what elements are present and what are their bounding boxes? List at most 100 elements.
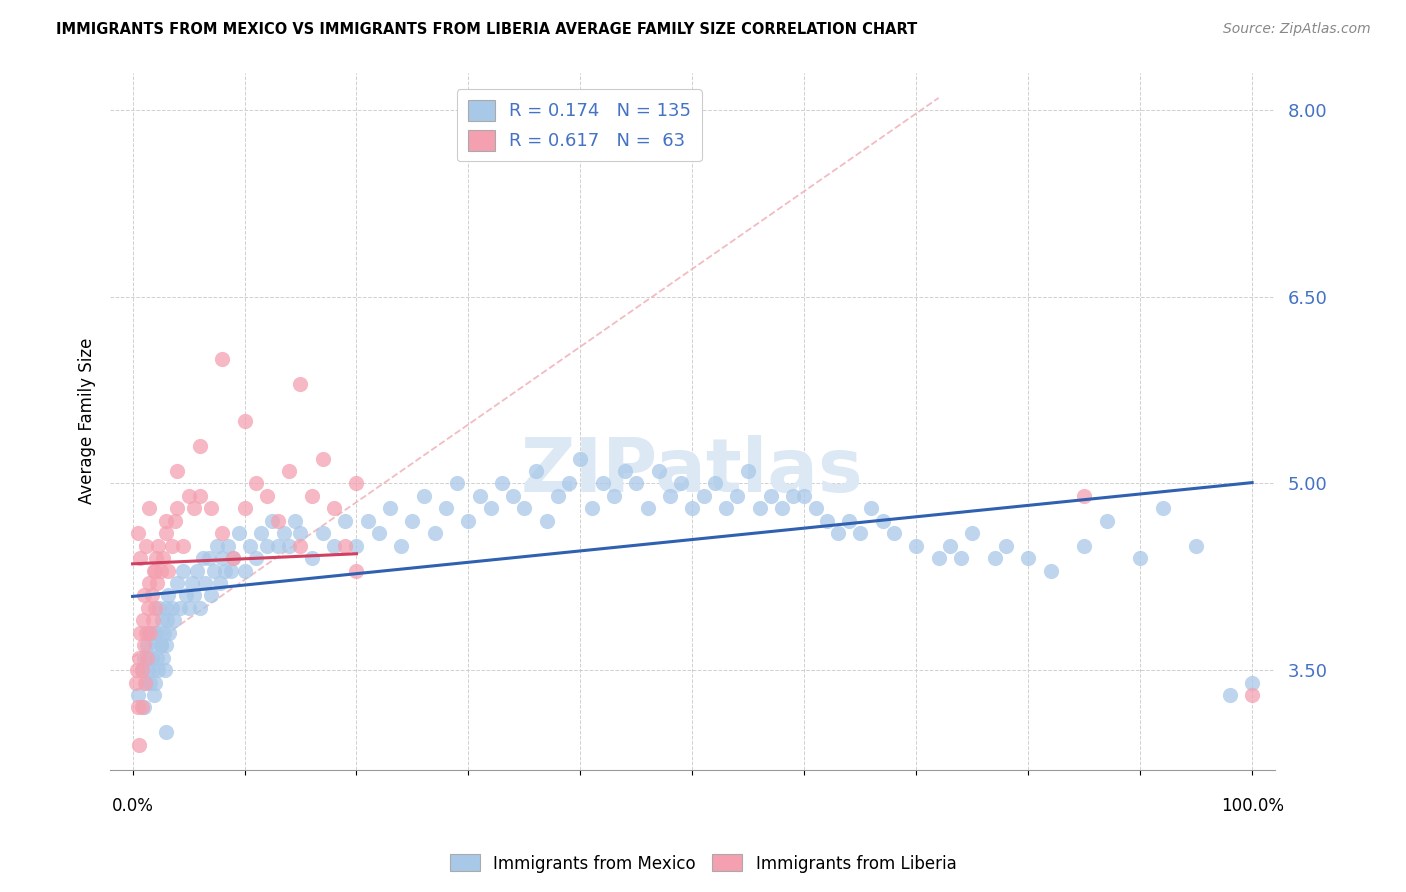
Point: [725, 489, 748, 503]
Point: [136, 663, 159, 677]
Text: 100.0%: 100.0%: [1220, 797, 1284, 815]
Point: [202, 564, 225, 578]
Point: [160, 600, 183, 615]
Point: [367, 526, 389, 541]
Point: [614, 464, 637, 478]
Point: [1152, 501, 1174, 516]
Point: [143, 625, 166, 640]
Point: [692, 489, 714, 503]
Point: [157, 589, 180, 603]
Point: [335, 514, 357, 528]
Point: [883, 526, 905, 541]
Point: [581, 501, 603, 516]
Point: [658, 489, 681, 503]
Point: [290, 376, 312, 391]
Point: [155, 638, 177, 652]
Point: [256, 539, 278, 553]
Point: [1095, 514, 1118, 528]
Point: [648, 464, 671, 478]
Point: [127, 700, 149, 714]
Point: [153, 663, 176, 677]
Point: [939, 539, 962, 553]
Point: [139, 625, 162, 640]
Point: [278, 539, 301, 553]
Point: [135, 625, 157, 640]
Point: [149, 638, 172, 652]
Point: [143, 638, 166, 652]
Point: [191, 551, 214, 566]
Point: [208, 576, 231, 591]
Point: [312, 526, 335, 541]
Point: [134, 675, 156, 690]
Point: [737, 464, 759, 478]
Point: [233, 501, 256, 516]
Point: [703, 476, 725, 491]
Point: [256, 489, 278, 503]
Point: [1241, 675, 1264, 690]
Point: [148, 600, 170, 615]
Point: [278, 464, 301, 478]
Point: [132, 700, 155, 714]
Point: [197, 551, 219, 566]
Point: [138, 501, 160, 516]
Point: [150, 613, 173, 627]
Point: [194, 576, 217, 591]
Point: [1241, 688, 1264, 702]
Point: [142, 688, 165, 702]
Point: [177, 489, 200, 503]
Point: [301, 551, 323, 566]
Point: [1185, 539, 1208, 553]
Point: [143, 675, 166, 690]
Point: [128, 650, 150, 665]
Point: [312, 451, 335, 466]
Point: [457, 514, 479, 528]
Point: [389, 539, 412, 553]
Point: [284, 514, 307, 528]
Point: [290, 539, 312, 553]
Point: [827, 526, 849, 541]
Point: [136, 638, 159, 652]
Point: [468, 489, 491, 503]
Point: [233, 414, 256, 428]
Point: [401, 514, 423, 528]
Point: [125, 675, 148, 690]
Point: [183, 501, 205, 516]
Point: [153, 625, 176, 640]
Point: [626, 476, 648, 491]
Point: [152, 551, 174, 566]
Point: [145, 551, 167, 566]
Point: [155, 600, 177, 615]
Point: [143, 564, 166, 578]
Point: [928, 551, 950, 566]
Point: [188, 439, 211, 453]
Point: [166, 576, 188, 591]
Point: [1073, 489, 1095, 503]
Point: [994, 539, 1017, 553]
Point: [346, 539, 368, 553]
Point: [163, 613, 186, 627]
Text: IMMIGRANTS FROM MEXICO VS IMMIGRANTS FROM LIBERIA AVERAGE FAMILY SIZE CORRELATIO: IMMIGRANTS FROM MEXICO VS IMMIGRANTS FRO…: [56, 22, 918, 37]
Point: [983, 551, 1005, 566]
Point: [128, 738, 150, 752]
Point: [149, 638, 172, 652]
Point: [148, 663, 170, 677]
Point: [138, 576, 160, 591]
Point: [1129, 551, 1152, 566]
Point: [838, 514, 860, 528]
Point: [793, 489, 815, 503]
Point: [491, 476, 513, 491]
Point: [186, 564, 208, 578]
Point: [143, 600, 166, 615]
Point: [748, 501, 770, 516]
Point: [502, 489, 524, 503]
Point: [211, 526, 233, 541]
Point: [127, 688, 149, 702]
Point: [323, 539, 346, 553]
Point: [759, 489, 782, 503]
Point: [132, 650, 155, 665]
Point: [125, 663, 148, 677]
Point: [346, 564, 368, 578]
Point: [131, 700, 153, 714]
Point: [569, 451, 592, 466]
Point: [290, 526, 312, 541]
